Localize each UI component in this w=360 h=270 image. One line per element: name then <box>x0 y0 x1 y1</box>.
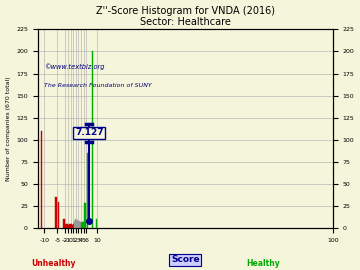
Bar <box>69 224 70 228</box>
Bar <box>65 224 67 228</box>
Bar <box>68 225 69 228</box>
Bar <box>41 131 42 228</box>
Title: Z''-Score Histogram for VNDA (2016)
Sector: Healthcare: Z''-Score Histogram for VNDA (2016) Sect… <box>96 6 275 27</box>
Bar <box>81 223 82 228</box>
Bar <box>75 222 76 228</box>
Bar <box>77 222 78 228</box>
Bar <box>67 224 68 228</box>
Bar <box>75 220 76 228</box>
Bar <box>80 222 82 228</box>
Bar <box>70 224 71 228</box>
Bar <box>73 224 75 228</box>
Bar <box>55 197 57 228</box>
Bar <box>83 223 84 228</box>
Bar <box>76 221 77 228</box>
Bar <box>92 51 93 228</box>
Bar <box>80 222 81 228</box>
Bar <box>82 222 83 228</box>
Bar <box>69 225 71 228</box>
Bar <box>84 204 86 228</box>
Bar <box>71 225 72 228</box>
Bar <box>72 225 74 228</box>
Bar <box>72 225 73 228</box>
X-axis label: Score: Score <box>171 255 199 264</box>
Bar <box>87 153 88 228</box>
Bar <box>67 225 68 228</box>
Bar <box>78 223 80 228</box>
Bar <box>82 222 84 228</box>
Bar <box>78 221 79 228</box>
Text: Unhealthy: Unhealthy <box>32 259 76 268</box>
Bar <box>74 221 75 228</box>
Bar <box>79 221 80 228</box>
Text: The Research Foundation of SUNY: The Research Foundation of SUNY <box>44 83 151 88</box>
Text: Healthy: Healthy <box>246 259 280 268</box>
Text: ©www.textbiz.org: ©www.textbiz.org <box>44 63 104 70</box>
Bar <box>63 220 64 228</box>
Bar <box>76 220 78 228</box>
Text: 7.127: 7.127 <box>75 128 104 137</box>
Bar <box>96 220 97 228</box>
Bar <box>58 202 59 228</box>
Y-axis label: Number of companies (670 total): Number of companies (670 total) <box>5 76 10 181</box>
Bar <box>71 224 72 228</box>
